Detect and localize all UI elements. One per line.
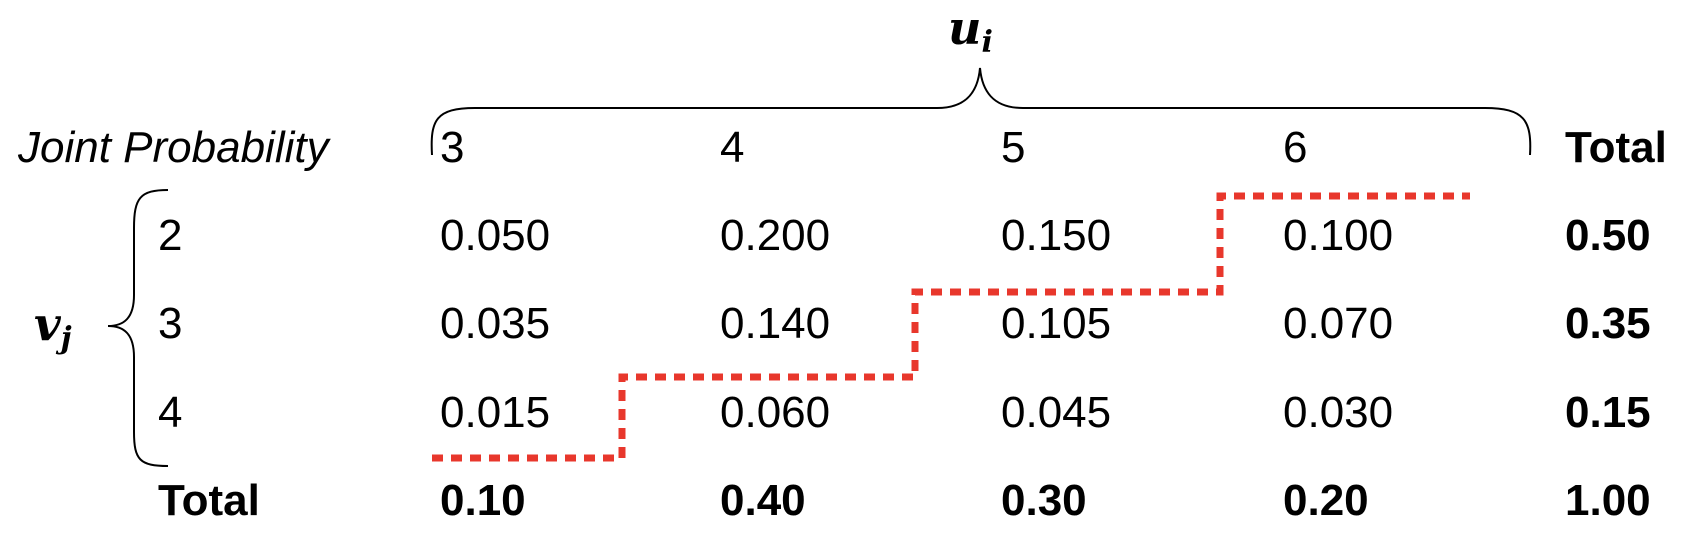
column-header: 5 <box>1001 123 1026 172</box>
column-variable-label: ui <box>948 5 993 65</box>
row-total: 0.15 <box>1565 388 1651 437</box>
column-variable-base: u <box>948 1 982 55</box>
column-header: 4 <box>720 123 745 172</box>
table-cell: 0.070 <box>1283 299 1394 348</box>
row-variable-label: vj <box>34 301 72 361</box>
row-label: 2 <box>158 211 183 260</box>
table-cell: 0.150 <box>1001 211 1112 260</box>
column-total: 0.20 <box>1283 476 1369 525</box>
column-header: 6 <box>1283 123 1308 172</box>
total-column-header: Total <box>1565 123 1667 172</box>
table-cell: 0.030 <box>1283 388 1394 437</box>
row-total: 0.50 <box>1565 211 1651 260</box>
row-variable-subscript: j <box>60 321 72 356</box>
column-total: 0.40 <box>720 476 806 525</box>
total-row-label: Total <box>158 476 260 525</box>
table-cell: 0.105 <box>1001 299 1112 348</box>
grand-total: 1.00 <box>1565 476 1651 525</box>
table-cell: 0.050 <box>440 211 551 260</box>
row-label: 3 <box>158 299 183 348</box>
column-total: 0.30 <box>1001 476 1087 525</box>
table-cell: 0.200 <box>720 211 831 260</box>
column-variable-subscript: i <box>981 25 993 60</box>
row-variable-base: v <box>34 297 61 351</box>
table-cell: 0.045 <box>1001 388 1112 437</box>
table-cell: 0.140 <box>720 299 831 348</box>
column-brace <box>430 67 1532 156</box>
row-label: 4 <box>158 388 183 437</box>
table-cell: 0.060 <box>720 388 831 437</box>
column-header: 3 <box>440 123 465 172</box>
table-title: Joint Probability <box>18 123 329 172</box>
column-total: 0.10 <box>440 476 526 525</box>
table-cell: 0.100 <box>1283 211 1394 260</box>
row-total: 0.35 <box>1565 299 1651 348</box>
table-cell: 0.015 <box>440 388 551 437</box>
staircase-dotted-line <box>432 192 1470 462</box>
row-brace <box>107 189 169 467</box>
table-cell: 0.035 <box>440 299 551 348</box>
